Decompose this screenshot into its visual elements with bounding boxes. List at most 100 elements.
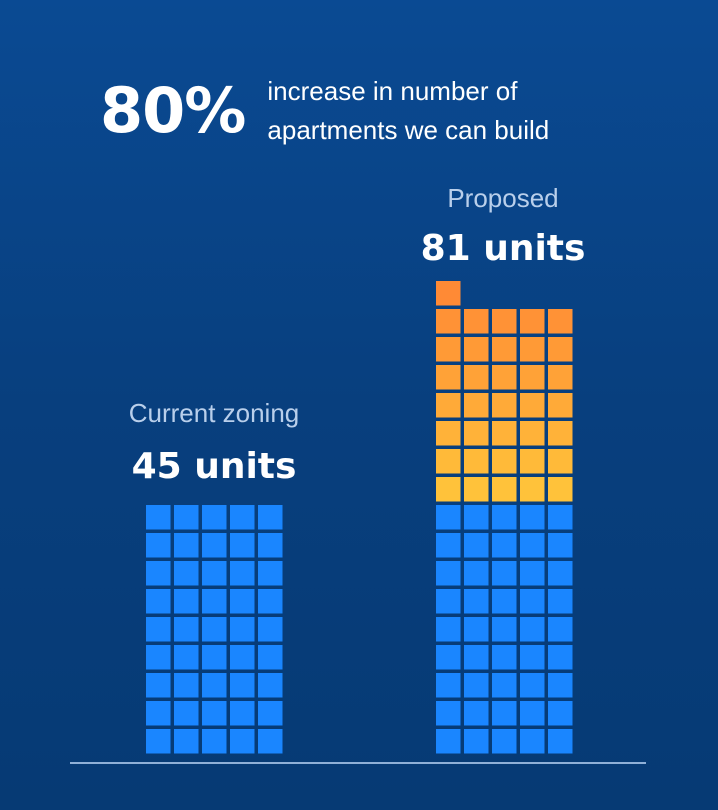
- headline-text: increase in number of apartments we can …: [267, 72, 549, 150]
- unit-square-proposed-existing: [548, 617, 573, 642]
- unit-square-proposed-existing: [520, 673, 545, 698]
- unit-square-current-existing: [230, 673, 255, 698]
- unit-square-proposed-existing: [436, 645, 461, 670]
- unit-square-current-existing: [230, 505, 255, 530]
- unit-square-proposed-existing: [464, 673, 489, 698]
- unit-square-current-existing: [146, 533, 171, 558]
- current-category-label: Current zoning: [128, 398, 300, 428]
- unit-square-proposed-added: [492, 365, 517, 390]
- unit-square-proposed-existing: [436, 701, 461, 726]
- unit-square-proposed-added: [436, 421, 461, 446]
- unit-square-proposed-existing: [436, 589, 461, 614]
- unit-square-proposed-added: [548, 421, 573, 446]
- unit-square-proposed-existing: [520, 505, 545, 530]
- unit-square-proposed-existing: [548, 645, 573, 670]
- unit-square-current-existing: [202, 617, 227, 642]
- unit-square-proposed-existing: [492, 617, 517, 642]
- unit-square-proposed-added: [492, 449, 517, 474]
- unit-square-proposed-existing: [492, 589, 517, 614]
- unit-square-proposed-existing: [436, 561, 461, 586]
- unit-square-proposed-added: [492, 337, 517, 362]
- unit-square-proposed-existing: [548, 505, 573, 530]
- unit-square-current-existing: [202, 561, 227, 586]
- unit-square-current-existing: [258, 701, 283, 726]
- unit-square-current-existing: [174, 645, 199, 670]
- unit-square-proposed-existing: [464, 533, 489, 558]
- unit-square-proposed-existing: [492, 533, 517, 558]
- unit-square-current-existing: [202, 505, 227, 530]
- unit-square-proposed-existing: [464, 701, 489, 726]
- unit-square-current-existing: [146, 617, 171, 642]
- unit-square-proposed-existing: [464, 729, 489, 754]
- unit-square-current-existing: [258, 673, 283, 698]
- headline: 80% increase in number of apartments we …: [100, 72, 549, 150]
- unit-square-proposed-existing: [492, 701, 517, 726]
- unit-square-current-existing: [174, 673, 199, 698]
- unit-square-current-existing: [174, 729, 199, 754]
- unit-square-current-existing: [258, 589, 283, 614]
- proposed-category-label: Proposed: [447, 183, 559, 213]
- unit-square-proposed-existing: [492, 505, 517, 530]
- unit-square-proposed-added: [464, 393, 489, 418]
- unit-square-proposed-added: [520, 449, 545, 474]
- unit-square-current-existing: [258, 561, 283, 586]
- unit-square-current-existing: [258, 505, 283, 530]
- unit-square-proposed-added: [464, 365, 489, 390]
- unit-square-current-existing: [202, 589, 227, 614]
- unit-square-proposed-existing: [464, 617, 489, 642]
- unit-square-proposed-existing: [464, 645, 489, 670]
- unit-square-proposed-existing: [548, 701, 573, 726]
- unit-square-proposed-added: [436, 309, 461, 334]
- unit-square-proposed-added: [436, 365, 461, 390]
- unit-square-current-existing: [230, 729, 255, 754]
- unit-square-current-existing: [146, 673, 171, 698]
- unit-square-current-existing: [258, 533, 283, 558]
- unit-square-proposed-added: [492, 393, 517, 418]
- unit-square-proposed-added: [436, 281, 461, 306]
- unit-square-proposed-added: [548, 365, 573, 390]
- unit-square-proposed-existing: [436, 617, 461, 642]
- unit-square-proposed-existing: [520, 701, 545, 726]
- unit-square-proposed-added: [464, 477, 489, 502]
- unit-square-proposed-added: [436, 393, 461, 418]
- unit-square-proposed-existing: [464, 561, 489, 586]
- unit-square-proposed-added: [548, 309, 573, 334]
- unit-square-current-existing: [174, 505, 199, 530]
- unit-square-current-existing: [174, 589, 199, 614]
- unit-square-proposed-existing: [436, 533, 461, 558]
- current-value-label: 45 units: [131, 446, 297, 487]
- unit-square-proposed-existing: [548, 561, 573, 586]
- unit-square-proposed-added: [520, 477, 545, 502]
- unit-square-current-existing: [202, 645, 227, 670]
- unit-square-proposed-existing: [548, 729, 573, 754]
- unit-square-current-existing: [230, 589, 255, 614]
- unit-square-proposed-added: [436, 449, 461, 474]
- unit-square-current-existing: [146, 589, 171, 614]
- unit-square-current-existing: [230, 533, 255, 558]
- unit-square-proposed-added: [464, 449, 489, 474]
- unit-square-proposed-existing: [492, 645, 517, 670]
- unit-square-proposed-existing: [548, 589, 573, 614]
- unit-square-current-existing: [146, 561, 171, 586]
- unit-square-proposed-existing: [520, 645, 545, 670]
- unit-square-proposed-added: [548, 393, 573, 418]
- unit-square-current-existing: [174, 617, 199, 642]
- unit-square-proposed-existing: [464, 505, 489, 530]
- unit-square-proposed-added: [520, 309, 545, 334]
- unit-square-proposed-existing: [492, 673, 517, 698]
- unit-square-current-existing: [230, 561, 255, 586]
- unit-square-proposed-added: [520, 365, 545, 390]
- unit-square-current-existing: [146, 701, 171, 726]
- unit-square-current-existing: [202, 729, 227, 754]
- unit-square-current-existing: [230, 701, 255, 726]
- unit-square-proposed-added: [548, 337, 573, 362]
- unit-square-proposed-added: [520, 337, 545, 362]
- unit-square-proposed-existing: [520, 617, 545, 642]
- unit-square-current-existing: [258, 645, 283, 670]
- unit-square-current-existing: [174, 533, 199, 558]
- unit-square-proposed-added: [548, 477, 573, 502]
- unit-square-proposed-existing: [464, 589, 489, 614]
- unit-square-proposed-added: [520, 393, 545, 418]
- unit-square-current-existing: [174, 561, 199, 586]
